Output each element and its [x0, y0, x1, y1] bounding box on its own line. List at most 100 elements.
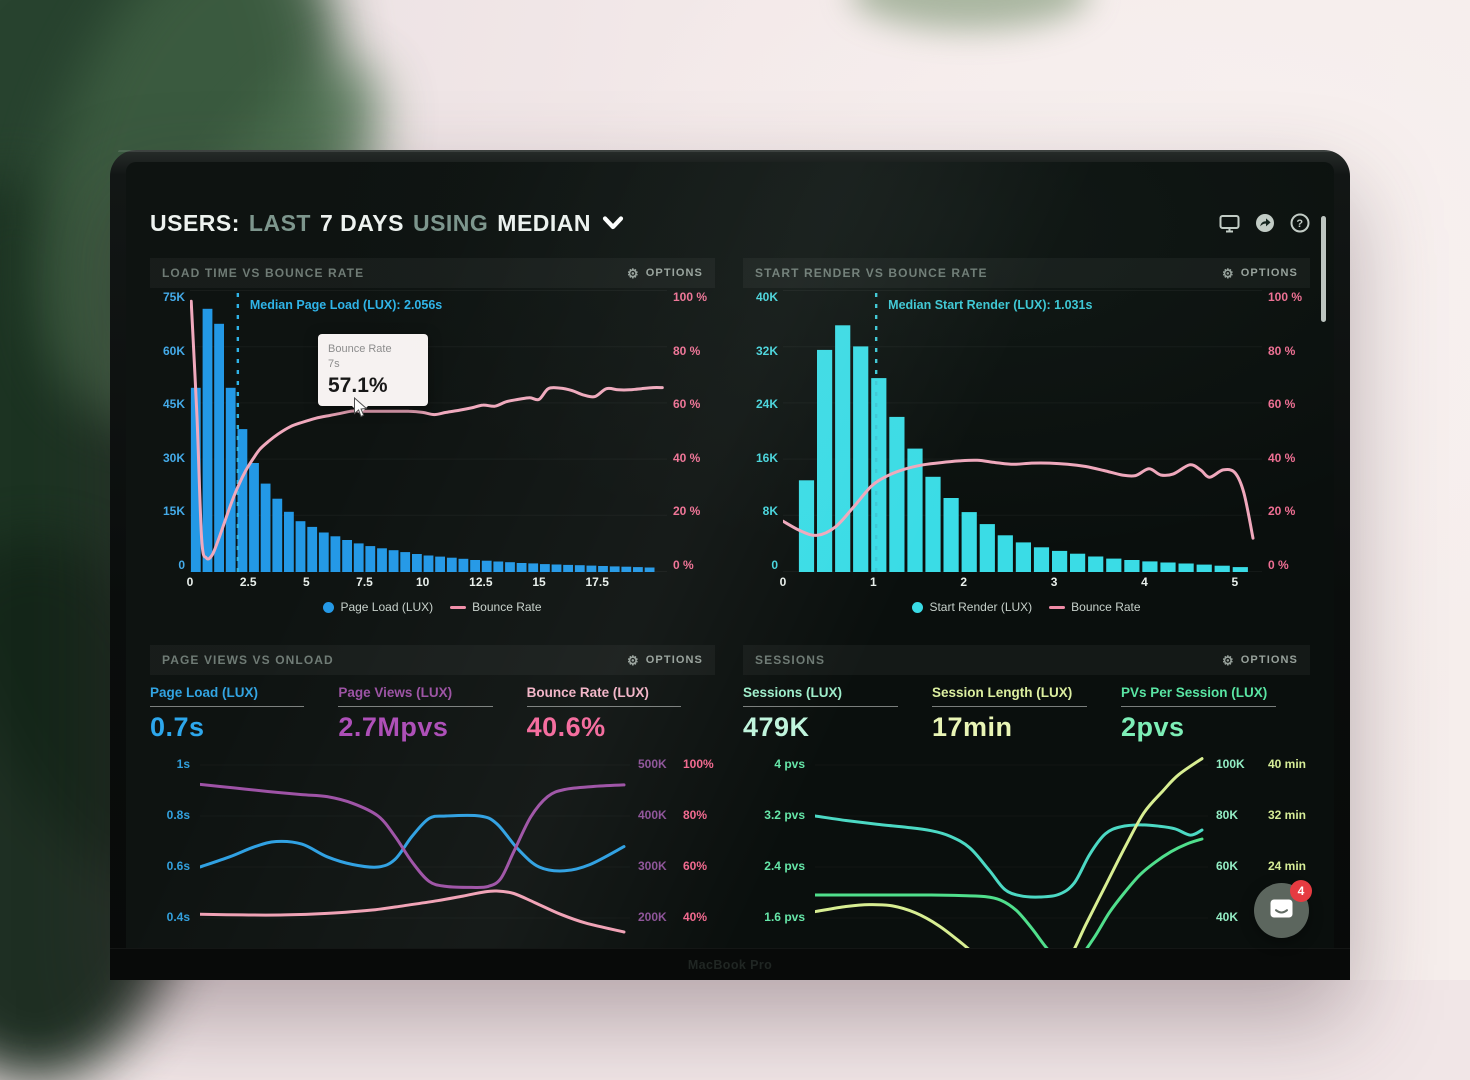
axis-tick: 1: [870, 575, 877, 589]
chart-plot: [815, 757, 1208, 948]
y-axis-left: 40K 32K 24K 16K 8K 0: [743, 290, 783, 572]
metric-value: 0.7s: [150, 712, 205, 742]
display-icon[interactable]: [1219, 214, 1240, 233]
axis-tick: 1.6 pvs: [764, 910, 805, 924]
panel-title: LOAD TIME VS BOUNCE RATE: [162, 266, 365, 280]
axis-tick: 100K: [1216, 757, 1245, 771]
chat-bubble-icon: [1270, 899, 1293, 918]
options-button[interactable]: ⚙ OPTIONS: [1222, 267, 1298, 280]
chat-bubble-button[interactable]: 4: [1254, 880, 1312, 938]
axis-tick: 40 %: [673, 450, 701, 465]
legend-item[interactable]: Bounce Rate: [450, 600, 542, 614]
axis-tick: 32K: [755, 343, 778, 358]
chart-tooltip: Bounce Rate 7s 57.1%: [318, 334, 428, 414]
axis-tick: 60K: [162, 343, 185, 358]
axis-tick: 0.6s: [166, 859, 190, 873]
axis-tick: 2: [960, 575, 968, 589]
axis-tick: 10: [415, 575, 430, 589]
metric-page-load: Page Load (LUX) 0.7s: [150, 685, 338, 757]
axis-tick: 5: [302, 575, 310, 589]
panel-grid: LOAD TIME VS BOUNCE RATE ⚙ OPTIONS 75K 60…: [150, 258, 1310, 948]
svg-text:?: ?: [1296, 218, 1303, 230]
chevron-down-icon[interactable]: [602, 216, 624, 230]
header-segment: USERS:: [150, 209, 240, 236]
metric-pvs-per-session: PVs Per Session (LUX) 2pvs: [1120, 685, 1310, 757]
x-axis: 0 1 2 3 4 5: [780, 574, 1262, 592]
axis-tick: 16K: [755, 450, 778, 465]
laptop: USERS: LAST 7 DAYS USING MEDIAN ?: [110, 150, 1350, 980]
axis-tick: 60 %: [1268, 397, 1296, 412]
axis-tick: 80K: [1216, 808, 1239, 822]
chart-plot: Median Start Render (LUX): 1.031s: [783, 290, 1262, 572]
metric-value: 2.7Mpvs: [338, 712, 449, 742]
metric-label: PVs Per Session (LUX): [1120, 685, 1268, 700]
axis-tick: 3: [1050, 575, 1058, 589]
y-axis-right: 100 % 80 % 60 % 40 % 20 % 0 %: [1262, 290, 1310, 572]
metric-label: Page Load (LUX): [150, 685, 259, 700]
axis-tick: 5: [1231, 575, 1239, 589]
options-button[interactable]: ⚙ OPTIONS: [1222, 654, 1298, 667]
axis-tick: 100 %: [1268, 290, 1303, 304]
axis-tick: 20 %: [1268, 504, 1296, 519]
load-time-vs-bounce-rate-svg: [190, 290, 667, 572]
axis-tick: 24K: [755, 397, 778, 412]
metric-label: Page Views (LUX): [338, 685, 453, 700]
panel-start-render-vs-bounce-rate: START RENDER VS BOUNCE RATE ⚙ OPTIONS 40…: [743, 258, 1310, 632]
panel-header: SESSIONS ⚙ OPTIONS: [743, 645, 1310, 675]
axis-tick: 2.5: [239, 575, 257, 589]
axis-tick: 0: [771, 557, 778, 572]
gear-icon: ⚙: [627, 652, 640, 668]
chart-plot: Bounce Rate 7s 57.1% Median Page Load (L…: [190, 290, 667, 572]
legend-label: Bounce Rate: [1071, 600, 1141, 614]
options-button[interactable]: ⚙ OPTIONS: [627, 654, 703, 667]
axis-tick: 30K: [162, 450, 185, 465]
legend-label: Page Load (LUX): [340, 600, 434, 614]
x-axis: 0 2.5 5 7.5 10 12.5 15 17.5: [187, 574, 667, 592]
metric-session-length: Session Length (LUX) 17min: [931, 685, 1121, 757]
axis-tick: 400K: [638, 808, 667, 822]
legend-dot-icon: [323, 601, 335, 613]
chart-legend: Page Load (LUX) Bounce Rate: [150, 592, 715, 622]
options-label: OPTIONS: [1240, 267, 1298, 279]
header-segment: LAST: [248, 209, 311, 236]
metric-label: Sessions (LUX): [743, 685, 843, 700]
axis-tick: 60 %: [673, 397, 701, 412]
legend-label: Start Render (LUX): [929, 600, 1033, 614]
mouse-cursor: [353, 396, 368, 423]
options-button[interactable]: ⚙ OPTIONS: [627, 267, 703, 280]
page-views-vs-onload-svg: [200, 782, 626, 934]
legend-item[interactable]: Bounce Rate: [1049, 600, 1141, 614]
panel-title: SESSIONS: [755, 653, 826, 667]
start-render-vs-bounce-rate-svg: [783, 290, 1262, 572]
legend-item[interactable]: Start Render (LUX): [912, 600, 1032, 614]
axis-tick: 32 min: [1268, 808, 1307, 822]
axis-tick: 80%: [683, 808, 708, 822]
tooltip-title: Bounce Rate: [328, 343, 392, 355]
median-annotation: Median Page Load (LUX): 2.056s: [249, 298, 443, 312]
panel-header: START RENDER VS BOUNCE RATE ⚙ OPTIONS: [743, 258, 1310, 288]
metric-value: 17min: [931, 712, 1013, 742]
panel-sessions: SESSIONS ⚙ OPTIONS Sessions (LUX) 479K S…: [743, 645, 1310, 948]
laptop-deck: MacBook Pro: [110, 948, 1350, 981]
gear-icon: ⚙: [1222, 652, 1235, 668]
y-axis-right: 100K 80K 60K 40K 40 min 32 min 24 min: [1208, 757, 1310, 948]
axis-tick: 40%: [683, 910, 708, 924]
y-axis-left: 75K 60K 45K 30K 15K 0: [150, 290, 190, 572]
metric-label: Session Length (LUX): [931, 685, 1073, 700]
axis-tick: 24 min: [1268, 859, 1307, 873]
options-label: OPTIONS: [645, 654, 703, 666]
metric-sessions: Sessions (LUX) 479K: [743, 685, 932, 757]
legend-dash-icon: [1049, 605, 1066, 609]
share-icon[interactable]: [1255, 213, 1275, 233]
help-icon[interactable]: ?: [1290, 213, 1310, 233]
metric-row: Sessions (LUX) 479K Session Length (LUX)…: [743, 685, 1310, 757]
axis-tick: 40K: [755, 290, 778, 304]
axis-tick: 75K: [162, 290, 185, 304]
gear-icon: ⚙: [627, 265, 640, 281]
median-annotation: Median Start Render (LUX): 1.031s: [888, 298, 1093, 312]
scrollbar[interactable]: [1321, 216, 1326, 322]
legend-item[interactable]: Page Load (LUX): [323, 600, 433, 614]
axis-tick: 0 %: [1268, 557, 1289, 572]
metric-value: 479K: [743, 712, 810, 742]
axis-tick: 300K: [638, 859, 667, 873]
